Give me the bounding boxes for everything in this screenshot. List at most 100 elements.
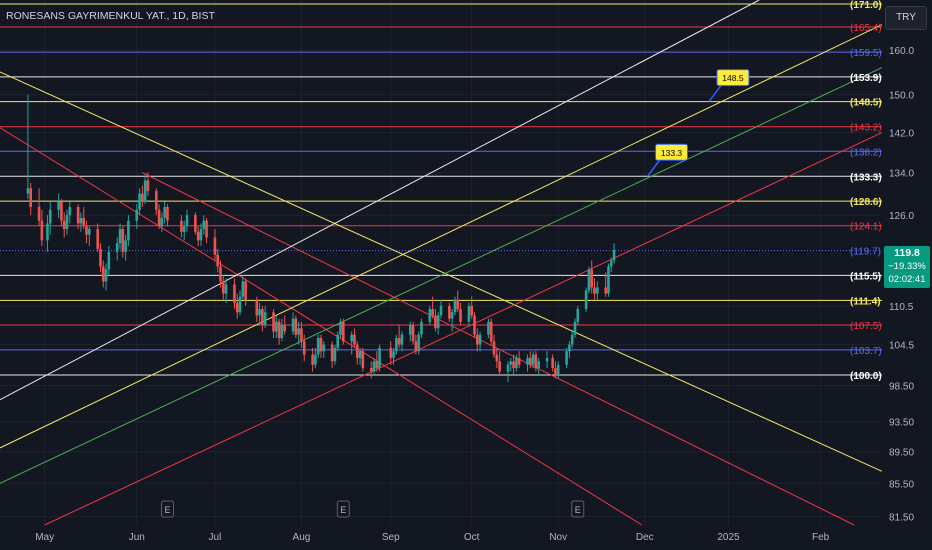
candle-body bbox=[596, 287, 599, 294]
candle-body bbox=[487, 321, 490, 335]
candle-body bbox=[568, 344, 571, 352]
candle-body bbox=[358, 351, 362, 358]
x-tick-label: Jul bbox=[209, 532, 222, 543]
candle-body bbox=[333, 347, 337, 362]
candle-body bbox=[529, 357, 532, 365]
candle-body bbox=[300, 328, 303, 342]
candle-body bbox=[185, 215, 189, 227]
candle-body bbox=[400, 334, 404, 345]
candle-body bbox=[291, 318, 295, 332]
callout-pointer bbox=[646, 159, 661, 177]
candle-body bbox=[489, 321, 493, 342]
candle-body bbox=[263, 312, 267, 325]
last-price-value: 119.8 bbox=[894, 247, 920, 259]
candle-body bbox=[37, 207, 41, 221]
callout-label: 133.3 bbox=[661, 148, 683, 158]
candle-body bbox=[556, 364, 560, 376]
candle-body bbox=[205, 220, 208, 238]
candle-body bbox=[46, 223, 49, 241]
level-label: (138.2) bbox=[850, 147, 882, 158]
candle-body bbox=[261, 309, 264, 325]
candle-body bbox=[297, 328, 300, 335]
candle-body bbox=[355, 344, 359, 358]
currency-button[interactable]: TRY bbox=[885, 6, 927, 30]
trend-line bbox=[0, 0, 760, 401]
earnings-marker-label: E bbox=[575, 505, 581, 515]
candle-body bbox=[459, 309, 462, 322]
x-tick-label: Nov bbox=[549, 532, 567, 543]
level-label: (133.3) bbox=[850, 172, 882, 183]
candle-body bbox=[96, 229, 99, 249]
candle-body bbox=[342, 321, 345, 342]
candle-body bbox=[436, 315, 440, 329]
x-axis[interactable]: May Jun Jul Aug Sep Oct Nov Dec 2025 Feb bbox=[35, 532, 829, 543]
candle-body bbox=[565, 351, 568, 365]
candle-body bbox=[121, 229, 125, 252]
candle-body bbox=[498, 361, 501, 372]
candle-body bbox=[155, 190, 158, 210]
level-label: (111.4) bbox=[850, 296, 881, 307]
candle-body bbox=[196, 231, 200, 241]
x-tick-label: Jun bbox=[129, 532, 145, 543]
candle-body bbox=[275, 321, 278, 332]
candle-body bbox=[339, 321, 342, 335]
y-tick-label: 160.0 bbox=[889, 46, 914, 57]
candle-body bbox=[60, 201, 63, 221]
candle-body bbox=[166, 207, 169, 221]
candles bbox=[26, 94, 616, 382]
earnings-marker-label: E bbox=[164, 505, 170, 515]
candle-body bbox=[515, 357, 518, 369]
candle-body bbox=[428, 309, 432, 322]
candle-body bbox=[448, 305, 451, 319]
candle-body bbox=[584, 290, 588, 310]
candle-body bbox=[372, 361, 376, 372]
horizontal-levels bbox=[0, 3, 882, 376]
candle-body bbox=[216, 254, 220, 267]
trend-line bbox=[142, 172, 855, 526]
candle-body bbox=[509, 361, 513, 365]
candle-body bbox=[233, 284, 236, 303]
candle-body bbox=[302, 341, 306, 355]
candle-body bbox=[244, 281, 247, 300]
x-tick-label: Sep bbox=[382, 532, 400, 543]
candle-body bbox=[160, 217, 164, 227]
candle-body bbox=[570, 334, 574, 345]
bar-countdown: 02:02:41 bbox=[888, 274, 926, 285]
candle-body bbox=[414, 341, 418, 352]
candle-body bbox=[417, 334, 420, 352]
candle-body bbox=[68, 207, 72, 216]
candle-body bbox=[221, 281, 225, 294]
y-tick-label: 81.50 bbox=[889, 512, 914, 523]
candle-body bbox=[180, 220, 183, 232]
x-tick-label: May bbox=[35, 532, 54, 543]
candle-body bbox=[127, 220, 130, 241]
x-tick-label: 2025 bbox=[717, 532, 740, 543]
candle-body bbox=[431, 309, 434, 316]
symbol-title[interactable]: RONESANS GAYRIMENKUL YAT., 1D, BIST bbox=[6, 10, 215, 22]
candle-body bbox=[272, 312, 275, 332]
y-tick-label: 134.0 bbox=[889, 169, 914, 180]
candle-body bbox=[26, 188, 30, 194]
candle-body bbox=[492, 341, 496, 355]
candle-body bbox=[450, 312, 454, 319]
candle-body bbox=[593, 287, 596, 294]
candle-body bbox=[573, 321, 577, 335]
candle-body bbox=[283, 324, 286, 332]
candle-body bbox=[101, 266, 105, 282]
candle-body bbox=[330, 344, 334, 362]
y-tick-label: 85.50 bbox=[889, 479, 914, 490]
earnings-marker-box bbox=[571, 500, 585, 518]
candle-body bbox=[389, 347, 393, 358]
candle-body bbox=[48, 209, 52, 224]
y-tick-label: 142.0 bbox=[889, 129, 914, 140]
candle-body bbox=[76, 207, 80, 224]
y-tick-label: 98.50 bbox=[889, 381, 914, 392]
candle-body bbox=[62, 220, 66, 230]
candle-body bbox=[408, 324, 412, 335]
candle-body bbox=[65, 215, 69, 230]
candle-body bbox=[141, 193, 144, 202]
candle-body bbox=[294, 318, 298, 335]
candle-body bbox=[182, 226, 186, 232]
